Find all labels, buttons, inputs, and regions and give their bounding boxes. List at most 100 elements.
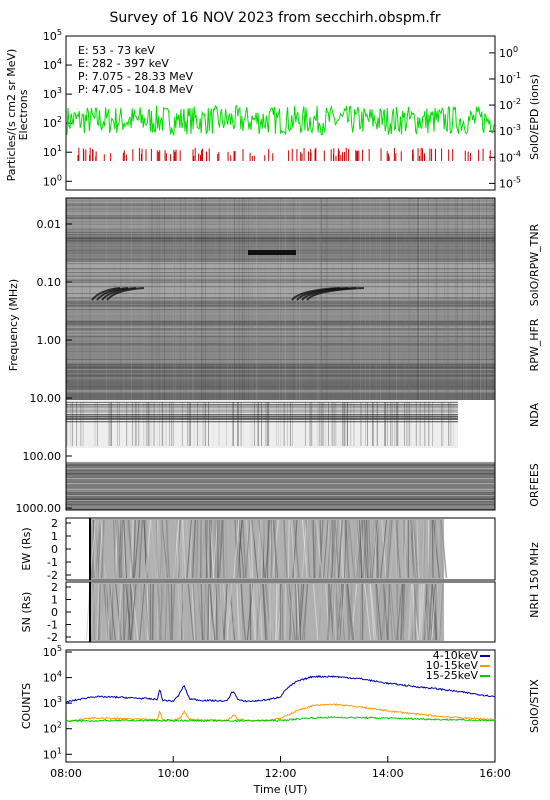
nrh-sn-streak bbox=[275, 583, 278, 641]
nrh-sn-streak bbox=[369, 583, 377, 641]
nrh-sn-streak bbox=[156, 583, 161, 641]
nrh-ew-streak bbox=[136, 519, 141, 579]
nrh-ew-streak bbox=[401, 519, 404, 579]
epd-right-label: SolO/EPD (ions) bbox=[528, 74, 541, 160]
nrh-sn-streak bbox=[240, 583, 246, 641]
nrh-ew-streak bbox=[433, 519, 438, 579]
nrh-sn-streak bbox=[131, 583, 139, 641]
nrh-sn-streak bbox=[151, 583, 154, 641]
nrh-ew-streak bbox=[352, 519, 359, 579]
radio-ytick-label: 0.01 bbox=[37, 218, 62, 231]
nrh-ew-streak bbox=[395, 519, 401, 579]
epd-ytick-right-label: 100 bbox=[499, 45, 518, 60]
nrh-ew-streak bbox=[394, 519, 398, 579]
nrh-sn-streak bbox=[139, 583, 146, 641]
stix-ytick-label: 102 bbox=[43, 721, 62, 736]
nrh-sn-streak bbox=[407, 583, 413, 641]
radio-ytick-label: 0.10 bbox=[37, 276, 62, 289]
nrh-ew-streak bbox=[362, 519, 367, 579]
nrh-sn-streak bbox=[263, 583, 271, 641]
nrh-sn-streak bbox=[223, 583, 228, 641]
nrh-ew-streak bbox=[292, 519, 298, 579]
stix-ytick-label: 105 bbox=[43, 644, 62, 659]
nrh-sn-streak bbox=[384, 583, 388, 641]
nrh-sn-streak bbox=[359, 583, 363, 641]
nrh-ew-streak bbox=[293, 519, 300, 579]
nrh-ew-streak bbox=[387, 519, 393, 579]
nrh-ew-streak bbox=[415, 519, 418, 579]
stix-xtick-label: 12:00 bbox=[265, 767, 297, 780]
nrh-sn-streak bbox=[130, 583, 137, 641]
nrh-ew-streak bbox=[322, 519, 329, 579]
nrh-ew-streak bbox=[274, 519, 277, 579]
stix-ytick-label: 101 bbox=[43, 746, 62, 761]
stix-xtick-label: 10:00 bbox=[157, 767, 189, 780]
nrh-sn-streak bbox=[438, 583, 444, 641]
radio-burst-tnr bbox=[248, 250, 296, 255]
nrh-ew-streak bbox=[132, 519, 136, 579]
nrh-ew-streak bbox=[185, 519, 190, 579]
nrh-ew-streak bbox=[245, 519, 251, 579]
nrh-sn-streak bbox=[396, 583, 403, 641]
radio-ytick-label: 1000.00 bbox=[16, 502, 62, 515]
nrh-sn-streak bbox=[164, 583, 168, 641]
nrh-ew-streak bbox=[315, 519, 323, 579]
epd-ytick-label: 105 bbox=[43, 28, 62, 43]
nrh-sn-streak bbox=[281, 583, 284, 641]
epd-series-e-low bbox=[66, 104, 495, 137]
epd-ytick-label: 102 bbox=[43, 115, 62, 130]
nrh-sn-streak bbox=[187, 583, 195, 641]
nrh-ew-streak bbox=[380, 519, 388, 579]
nrh-ew-streak bbox=[331, 519, 334, 579]
nrh-sn-streak bbox=[335, 583, 343, 641]
nrh-ew-streak bbox=[122, 519, 127, 579]
stix-legend-label: 4-10keV bbox=[433, 649, 479, 662]
nrh-sn-streak bbox=[420, 583, 425, 641]
nrh-ew-streak bbox=[151, 519, 156, 579]
nrh-right-label: NRH 150 MHz bbox=[528, 542, 541, 618]
nrh-ew-streak bbox=[385, 519, 391, 579]
nrh-sn-streak bbox=[297, 583, 302, 641]
nrh-ew-streak bbox=[196, 519, 201, 579]
nrh-sn-streak bbox=[262, 583, 268, 641]
epd-ytick-label: 101 bbox=[43, 144, 62, 159]
nrh-sn-streak bbox=[192, 583, 197, 641]
radio-spectrogram bbox=[66, 197, 495, 510]
nrh-sn-streak bbox=[167, 583, 172, 641]
nrh-sn-streak bbox=[228, 583, 233, 641]
nrh-ew-streak bbox=[98, 519, 104, 579]
nrh-sn-streak bbox=[400, 583, 404, 641]
nrh-ew-streak bbox=[422, 519, 425, 579]
nrh-ew-streak bbox=[234, 519, 241, 579]
radio-right-label: SolO/RPW_TNR bbox=[528, 223, 541, 306]
nrh-sn-streak bbox=[326, 583, 333, 641]
nrh-sn-streak bbox=[413, 583, 419, 641]
nrh-sn-streak bbox=[332, 583, 335, 641]
radio-right-label: NDA bbox=[528, 403, 541, 428]
stix-xtick-label: 16:00 bbox=[479, 767, 511, 780]
nrh-sn-streak bbox=[369, 583, 375, 641]
nrh-ew-streak bbox=[144, 519, 150, 579]
radio-right-label: ORFEES bbox=[528, 463, 541, 507]
nrh-ew-streak bbox=[278, 519, 281, 579]
nrh-sn-streak bbox=[430, 583, 436, 641]
nrh-sn-streak bbox=[236, 583, 240, 641]
nrh-sn-streak bbox=[317, 583, 324, 641]
epd-legend-item: P: 7.075 - 28.33 MeV bbox=[78, 70, 194, 83]
nrh-ew-streak bbox=[186, 519, 193, 579]
nrh-sn-streak bbox=[312, 583, 319, 641]
nrh-ew-streak bbox=[358, 519, 362, 579]
nrh-ew-streak bbox=[312, 519, 315, 579]
nrh-sn-streak bbox=[387, 583, 390, 641]
nrh-sn-streak bbox=[408, 583, 415, 641]
radio-burst bbox=[96, 287, 129, 301]
nrh-ew-streak bbox=[216, 519, 220, 579]
nrh-ew-streak bbox=[368, 519, 376, 579]
radio-burst bbox=[306, 287, 365, 301]
nrh-ew-streak bbox=[321, 519, 328, 579]
nrh-sn-streak bbox=[339, 583, 344, 641]
epd-legend-item: P: 47.05 - 104.8 MeV bbox=[78, 83, 194, 96]
nrh-sn-streak bbox=[125, 583, 132, 641]
nrh-ew-streak bbox=[379, 519, 382, 579]
